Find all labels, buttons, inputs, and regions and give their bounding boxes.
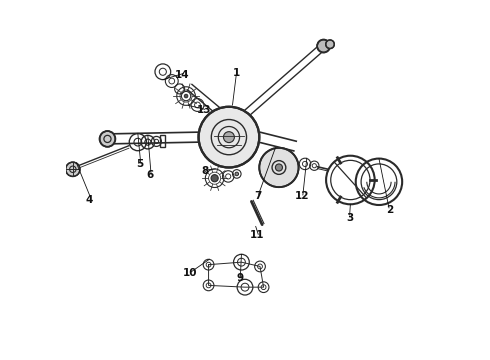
Circle shape bbox=[259, 148, 298, 187]
Circle shape bbox=[317, 40, 330, 53]
Circle shape bbox=[223, 132, 234, 143]
Circle shape bbox=[99, 131, 115, 147]
Text: 11: 11 bbox=[250, 230, 265, 240]
Circle shape bbox=[184, 94, 188, 98]
Text: 5: 5 bbox=[136, 159, 143, 169]
Text: 6: 6 bbox=[147, 170, 154, 180]
Circle shape bbox=[198, 107, 259, 167]
Text: 14: 14 bbox=[175, 69, 190, 80]
Text: 2: 2 bbox=[386, 205, 393, 215]
Text: 3: 3 bbox=[347, 212, 354, 222]
Text: 1: 1 bbox=[232, 68, 240, 78]
Text: 7: 7 bbox=[254, 191, 261, 201]
Circle shape bbox=[326, 40, 334, 49]
Circle shape bbox=[211, 175, 218, 182]
Circle shape bbox=[235, 172, 239, 176]
Text: 9: 9 bbox=[236, 273, 243, 283]
Text: 12: 12 bbox=[295, 191, 309, 201]
Text: 8: 8 bbox=[201, 166, 209, 176]
Bar bbox=[160, 135, 165, 148]
Circle shape bbox=[66, 162, 80, 176]
Circle shape bbox=[275, 164, 282, 171]
Text: 10: 10 bbox=[182, 268, 197, 278]
Text: 4: 4 bbox=[86, 195, 93, 204]
Text: 13: 13 bbox=[196, 105, 211, 115]
